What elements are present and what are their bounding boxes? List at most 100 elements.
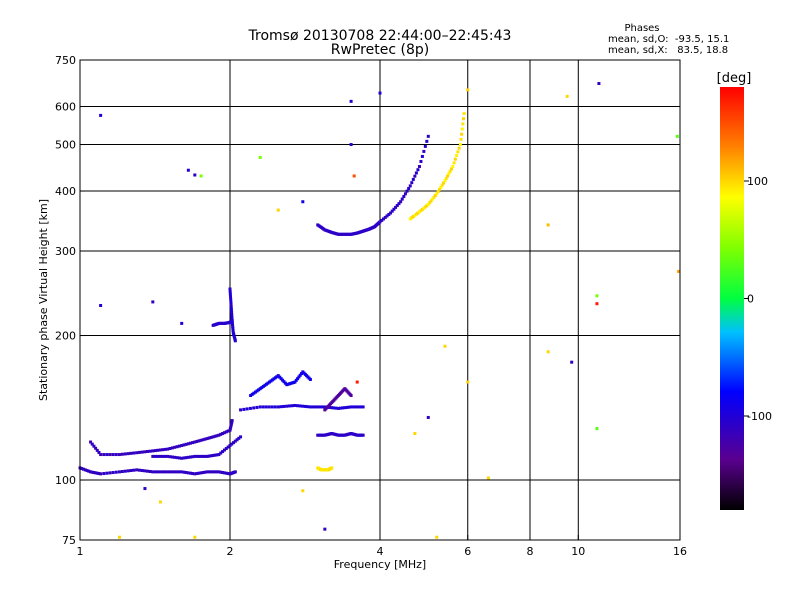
- data-point: [117, 453, 121, 457]
- data-point: [311, 405, 315, 409]
- data-point: [257, 388, 261, 392]
- data-point: [336, 406, 340, 410]
- data-point: [95, 448, 99, 452]
- data-point: [431, 197, 435, 201]
- data-point: [224, 447, 228, 451]
- data-point: [135, 468, 139, 472]
- data-point: [228, 292, 232, 296]
- data-point: [287, 404, 291, 408]
- data-point: [105, 453, 109, 457]
- data-point: [334, 406, 338, 410]
- data-point: [250, 392, 254, 396]
- data-point: [290, 404, 294, 408]
- data-point: [457, 146, 461, 150]
- data-point: [278, 375, 282, 379]
- data-point: [137, 450, 141, 454]
- data-point: [252, 391, 256, 395]
- data-point: [120, 452, 124, 456]
- data-point: [111, 453, 115, 457]
- data-point: [230, 318, 234, 322]
- data-point: [184, 456, 188, 460]
- data-point: [123, 452, 127, 456]
- data-point: [361, 405, 365, 409]
- data-point: [163, 447, 167, 451]
- data-point: [341, 406, 345, 410]
- data-point: [97, 472, 101, 476]
- data-point: [276, 405, 280, 409]
- data-point: [301, 489, 305, 493]
- data-point: [233, 439, 237, 443]
- data-point: [258, 155, 262, 159]
- colorbar-tick-label: -100: [747, 410, 772, 423]
- y-tick-label: 500: [55, 139, 76, 152]
- data-point: [94, 471, 98, 475]
- data-point: [323, 405, 327, 409]
- data-point: [466, 380, 470, 384]
- data-point: [132, 468, 136, 472]
- data-point: [140, 469, 144, 473]
- data-point: [177, 456, 181, 460]
- data-point: [199, 174, 203, 178]
- data-point: [411, 177, 415, 181]
- data-point: [228, 444, 232, 448]
- data-point: [233, 339, 237, 343]
- data-point: [402, 194, 406, 198]
- data-point: [161, 470, 165, 474]
- data-point: [249, 394, 253, 398]
- data-point: [261, 384, 265, 388]
- data-point: [413, 432, 417, 436]
- data-point: [151, 300, 155, 304]
- data-point: [158, 454, 162, 458]
- data-point: [433, 193, 437, 197]
- data-point: [195, 439, 199, 443]
- data-point: [145, 469, 149, 473]
- data-point: [173, 470, 177, 474]
- data-point: [205, 454, 209, 458]
- data-point: [330, 406, 334, 410]
- data-point: [343, 406, 347, 410]
- data-point: [201, 471, 205, 475]
- data-point: [158, 448, 162, 452]
- data-point: [270, 405, 274, 409]
- data-point: [180, 470, 184, 474]
- data-point: [320, 405, 324, 409]
- data-point: [597, 82, 601, 86]
- data-point: [151, 454, 155, 458]
- data-point: [148, 449, 152, 453]
- data-point: [126, 452, 130, 456]
- data-point: [461, 122, 465, 126]
- data-point: [117, 535, 121, 539]
- data-point: [437, 187, 441, 191]
- y-tick-label: 600: [55, 101, 76, 114]
- data-point: [209, 435, 213, 439]
- data-point: [168, 455, 172, 459]
- data-point: [352, 174, 356, 178]
- data-point: [440, 183, 444, 187]
- data-point: [180, 444, 184, 448]
- data-point: [219, 470, 223, 474]
- data-point: [102, 472, 106, 476]
- data-point: [230, 442, 234, 446]
- phases-label: Phases: [624, 23, 660, 34]
- data-point: [158, 500, 162, 504]
- data-point: [283, 381, 287, 385]
- data-point: [188, 455, 192, 459]
- data-point: [166, 447, 170, 451]
- data-point: [215, 453, 219, 457]
- data-point: [229, 425, 233, 429]
- data-point: [338, 406, 342, 410]
- data-point: [197, 439, 201, 443]
- data-point: [229, 295, 233, 299]
- data-point: [188, 471, 192, 475]
- colorbar-ticks: 100 0 -100: [744, 175, 772, 423]
- data-point: [237, 436, 241, 440]
- data-point: [423, 144, 427, 148]
- data-point: [443, 344, 447, 348]
- data-point: [439, 185, 443, 189]
- data-point: [177, 470, 181, 474]
- data-point: [215, 470, 219, 474]
- data-point: [355, 380, 359, 384]
- data-point: [385, 214, 389, 218]
- data-point: [410, 181, 414, 185]
- y-tick-label: 200: [55, 330, 76, 343]
